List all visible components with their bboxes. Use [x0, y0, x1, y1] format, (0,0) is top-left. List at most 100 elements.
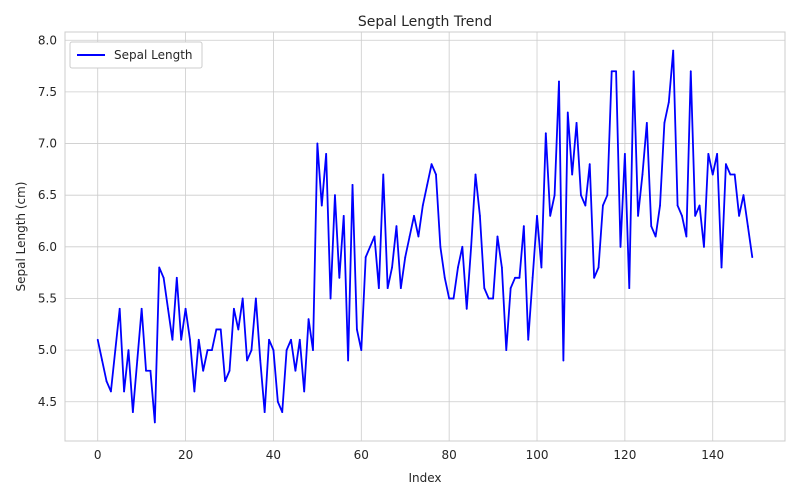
data-point [290, 338, 292, 341]
data-point [320, 204, 323, 207]
data-point [448, 297, 451, 300]
data-point [329, 297, 332, 300]
data-point [742, 194, 745, 197]
data-point [342, 214, 345, 217]
data-point [360, 349, 363, 352]
data-point [703, 245, 705, 248]
data-point [746, 225, 749, 228]
y-tick-label: 7.5 [38, 85, 57, 99]
data-point [470, 245, 473, 248]
data-point [641, 173, 644, 176]
data-point [180, 338, 183, 341]
data-point [606, 194, 609, 197]
data-point [149, 369, 152, 372]
data-point [536, 214, 538, 217]
data-point [610, 70, 613, 73]
x-axis-ticks: 0 20 40 60 80 100 120 140 [94, 448, 724, 462]
data-point [566, 111, 569, 114]
data-point [175, 276, 178, 279]
data-point [628, 287, 631, 290]
data-point [391, 266, 393, 269]
data-point [711, 173, 714, 176]
data-point [487, 297, 490, 300]
x-tick-label: 20 [178, 448, 193, 462]
data-point [105, 380, 108, 382]
y-tick-label: 5.5 [38, 291, 57, 305]
legend: Sepal Length [69, 41, 203, 69]
data-point [96, 338, 99, 341]
data-point [500, 266, 503, 269]
data-point [369, 245, 371, 248]
data-point [263, 411, 266, 413]
data-point [685, 235, 688, 238]
x-tick-label: 0 [94, 448, 102, 462]
data-point [404, 256, 407, 259]
data-point [158, 266, 161, 269]
data-point [276, 400, 279, 403]
data-point [254, 297, 257, 300]
data-point [386, 287, 389, 290]
data-point [303, 390, 306, 393]
x-tick-label: 140 [701, 448, 724, 462]
data-point [131, 411, 134, 413]
data-point [298, 338, 301, 341]
data-point [597, 266, 600, 269]
data-point [465, 307, 468, 310]
data-point [123, 390, 125, 393]
data-point [457, 266, 459, 269]
series-points [96, 49, 754, 424]
y-tick-label: 8.0 [38, 33, 57, 47]
legend-box [69, 41, 203, 69]
data-point [580, 194, 582, 197]
data-point [733, 173, 736, 176]
y-axis-ticks: 4.5 5.0 5.5 6.0 6.5 7.0 7.5 8.0 [38, 33, 57, 408]
data-point [307, 318, 310, 321]
data-point [408, 235, 411, 238]
data-point [413, 214, 415, 217]
y-tick-label: 6.5 [38, 188, 57, 202]
data-point [549, 214, 552, 217]
data-point [417, 235, 420, 238]
data-point [720, 266, 723, 269]
y-tick-label: 5.0 [38, 343, 57, 357]
x-tick-label: 120 [613, 448, 636, 462]
data-point [189, 338, 191, 341]
data-point [479, 214, 481, 217]
data-point [575, 121, 578, 124]
series-layer [96, 49, 754, 424]
data-point [167, 307, 169, 310]
data-point [527, 338, 530, 341]
data-point [294, 369, 297, 372]
data-point [738, 214, 740, 217]
data-point [136, 359, 139, 362]
series-line-sepal-length [96, 49, 754, 424]
data-point [250, 349, 253, 352]
data-point [676, 204, 679, 207]
data-point [334, 194, 336, 197]
data-point [553, 194, 556, 197]
data-point [751, 256, 754, 259]
data-point [140, 307, 143, 310]
data-point [698, 204, 701, 207]
data-point [224, 380, 227, 382]
data-point [377, 287, 380, 290]
plot-frame [64, 31, 786, 442]
data-point [435, 173, 437, 176]
data-point [632, 70, 635, 73]
data-point [707, 152, 710, 155]
data-point [659, 204, 661, 207]
data-point [584, 204, 587, 207]
data-point [219, 328, 222, 331]
data-point [101, 359, 104, 362]
data-point [593, 276, 596, 279]
data-point [228, 369, 231, 372]
data-point [562, 359, 565, 362]
data-point [492, 297, 494, 300]
y-tick-label: 6.0 [38, 240, 57, 254]
data-point [184, 307, 187, 310]
data-point [241, 297, 244, 300]
data-point [193, 390, 196, 393]
data-point [514, 276, 516, 279]
data-point [351, 183, 354, 186]
